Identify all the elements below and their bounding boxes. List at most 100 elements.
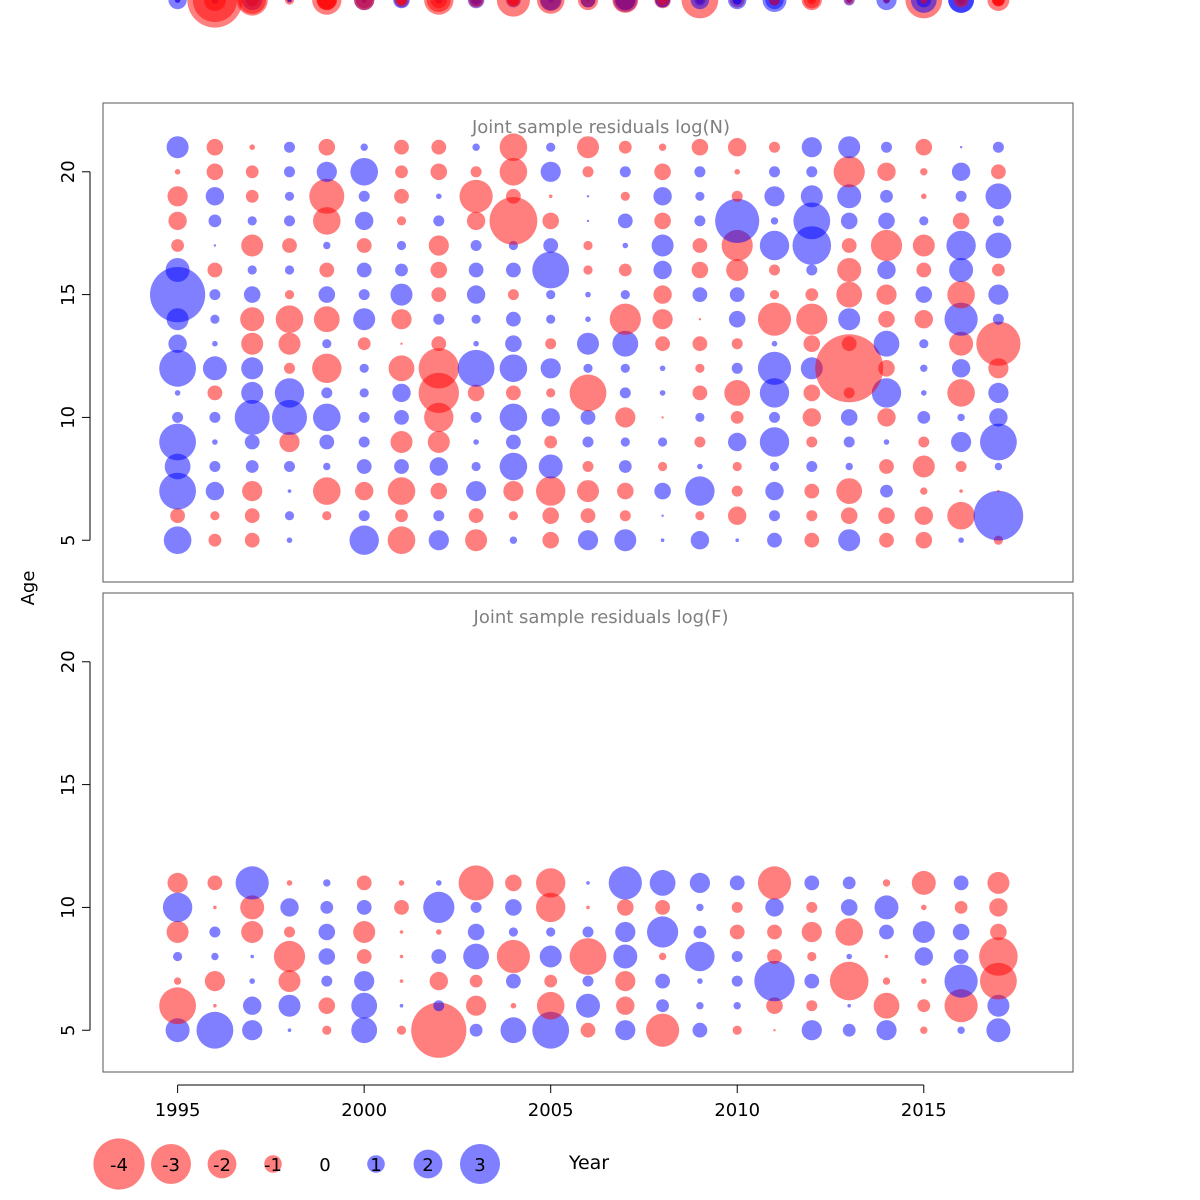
residual-bubble	[619, 510, 631, 522]
residual-bubble	[355, 211, 374, 231]
residual-bubble	[660, 538, 665, 542]
residual-bubble	[538, 454, 563, 479]
residual-bubble	[507, 289, 519, 301]
residual-bubble	[245, 165, 259, 179]
y-tick-label: 15	[58, 773, 79, 796]
residual-bubble	[618, 263, 632, 277]
residual-bubble	[654, 163, 671, 181]
residual-bubble	[728, 0, 747, 10]
residual-bubble	[472, 143, 480, 151]
residual-bubble	[618, 140, 632, 154]
legend-bubble	[207, 1149, 237, 1179]
residual-bubble	[318, 948, 336, 965]
residual-bubble	[762, 0, 787, 12]
residual-bubble	[651, 234, 674, 257]
residual-bubble	[213, 244, 217, 247]
residual-bubble	[958, 537, 964, 543]
residual-bubble	[208, 214, 222, 228]
residual-bubble	[652, 309, 673, 330]
residual-bubble	[496, 0, 530, 17]
residual-bubble	[358, 510, 370, 522]
residual-bubble	[473, 340, 479, 347]
residual-bubble	[316, 161, 337, 182]
residual-bubble	[210, 314, 220, 324]
residual-bubble	[620, 363, 630, 373]
residual-bubble	[577, 136, 599, 159]
residual-bubble	[766, 997, 783, 1014]
residual-bubble	[429, 971, 448, 991]
legend-bubble	[264, 1155, 282, 1173]
residual-bubble	[985, 183, 1012, 210]
residual-bubble	[800, 185, 823, 208]
residual-bubble	[835, 918, 863, 946]
residual-bubble	[159, 423, 197, 461]
residual-bubble	[724, 380, 751, 406]
residual-bubble	[871, 378, 902, 408]
residual-bubble	[467, 384, 485, 402]
residual-bubble	[919, 216, 929, 226]
residual-bubble	[920, 1026, 928, 1034]
residual-bubble	[284, 215, 295, 227]
residual-bubble	[509, 536, 518, 544]
residual-bubble	[695, 412, 705, 422]
residual-bubble	[173, 977, 182, 985]
residual-bubble	[801, 137, 822, 158]
residual-bubble	[577, 0, 599, 11]
residual-bubble	[841, 336, 857, 352]
residual-bubble	[884, 954, 889, 959]
residual-bubble	[583, 240, 593, 251]
residual-bubble	[468, 0, 484, 8]
residual-bubble	[696, 1002, 704, 1010]
residual-bubble	[468, 508, 484, 524]
residual-bubble	[284, 166, 295, 178]
legend-label: 1	[370, 1155, 381, 1176]
residual-bubble	[245, 189, 259, 203]
residual-bubble	[957, 413, 965, 422]
residual-bubble	[731, 338, 743, 350]
residual-bubble	[353, 308, 376, 331]
residual-bubble	[914, 947, 933, 966]
residual-bubble	[580, 1022, 596, 1038]
residual-bubble	[843, 436, 855, 448]
residual-bubble	[728, 310, 746, 328]
residual-bubble	[944, 989, 978, 1023]
residual-bubble	[577, 332, 599, 355]
residual-bubble	[548, 194, 553, 199]
residual-bubble	[877, 408, 896, 427]
residual-bubble	[840, 899, 858, 916]
residual-bubble	[732, 461, 742, 472]
residual-bubble	[319, 262, 335, 278]
residual-bubble	[321, 387, 333, 399]
residual-bubble	[286, 537, 293, 543]
residual-bubble	[845, 462, 853, 471]
residual-bubble	[912, 234, 935, 257]
residual-bubble	[769, 0, 780, 6]
panel-log-n: Joint sample residuals log(N) 5 10 15 20	[58, 0, 1074, 583]
x-tick-label: 2005	[528, 1100, 574, 1121]
residual-bubble	[173, 951, 183, 962]
residual-bubble	[165, 258, 190, 282]
residual-bubble	[164, 453, 191, 480]
legend-bubble	[151, 1144, 191, 1184]
residual-bubble	[842, 1023, 856, 1037]
residual-bubble	[617, 482, 634, 500]
residual-bubble	[586, 195, 590, 198]
residual-bubble	[880, 189, 893, 203]
residual-bubble	[915, 138, 933, 156]
residual-bubble	[840, 212, 858, 230]
residual-bubble	[806, 166, 818, 178]
residual-bubble	[802, 408, 821, 427]
residual-bubble	[241, 921, 264, 943]
residual-bubble	[796, 303, 828, 335]
residual-bubble	[883, 439, 890, 445]
residual-bubble	[542, 531, 559, 549]
residual-bubble	[803, 335, 821, 353]
residual-bubble	[917, 999, 931, 1013]
residual-bubble	[274, 378, 305, 408]
residual-bubble	[395, 509, 408, 523]
legend: -4 -3 -2 -1 0 1 2 3	[93, 1138, 500, 1190]
residual-bubble	[466, 285, 486, 304]
residual-bubble	[612, 0, 639, 13]
residual-bubble	[620, 290, 630, 300]
residual-bubble	[212, 340, 218, 347]
